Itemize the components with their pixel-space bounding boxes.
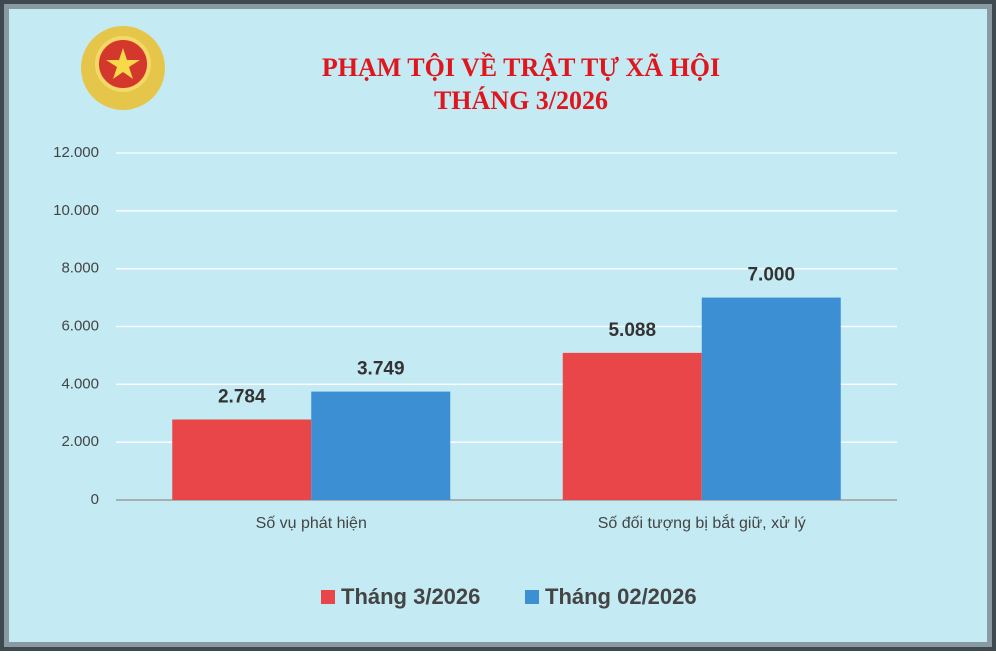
legend-label: Tháng 3/2026 (341, 584, 480, 609)
y-tick-label: 6.000 (61, 317, 99, 334)
bar (562, 352, 702, 500)
legend-label: Tháng 02/2026 (545, 584, 697, 609)
value-label: 5.088 (608, 320, 656, 341)
emblem (81, 26, 165, 110)
value-label: 7.000 (747, 265, 795, 286)
y-tick-label: 2.000 (61, 433, 99, 450)
value-label: 2.784 (218, 387, 266, 408)
bar (172, 419, 312, 500)
y-tick-label: 4.000 (61, 375, 99, 392)
y-tick-label: 8.000 (61, 260, 99, 277)
x-tick-label: Số đối tượng bị bắt giữ, xử lý (598, 513, 806, 532)
legend-swatch (525, 590, 539, 604)
y-tick-label: 10.000 (53, 202, 99, 219)
y-tick-label: 12.000 (53, 144, 99, 161)
value-label: 3.749 (357, 359, 405, 380)
legend-swatch (321, 590, 335, 604)
chart-subtitle: THÁNG 3/2026 (434, 86, 608, 115)
chart-title: PHẠM TỘI VỀ TRẬT TỰ XÃ HỘI (322, 53, 720, 82)
x-tick-label: Số vụ phát hiện (256, 515, 367, 532)
emblem-star (106, 48, 140, 79)
bar (311, 391, 451, 500)
y-tick-label: 0 (91, 491, 99, 508)
bar (701, 297, 841, 500)
